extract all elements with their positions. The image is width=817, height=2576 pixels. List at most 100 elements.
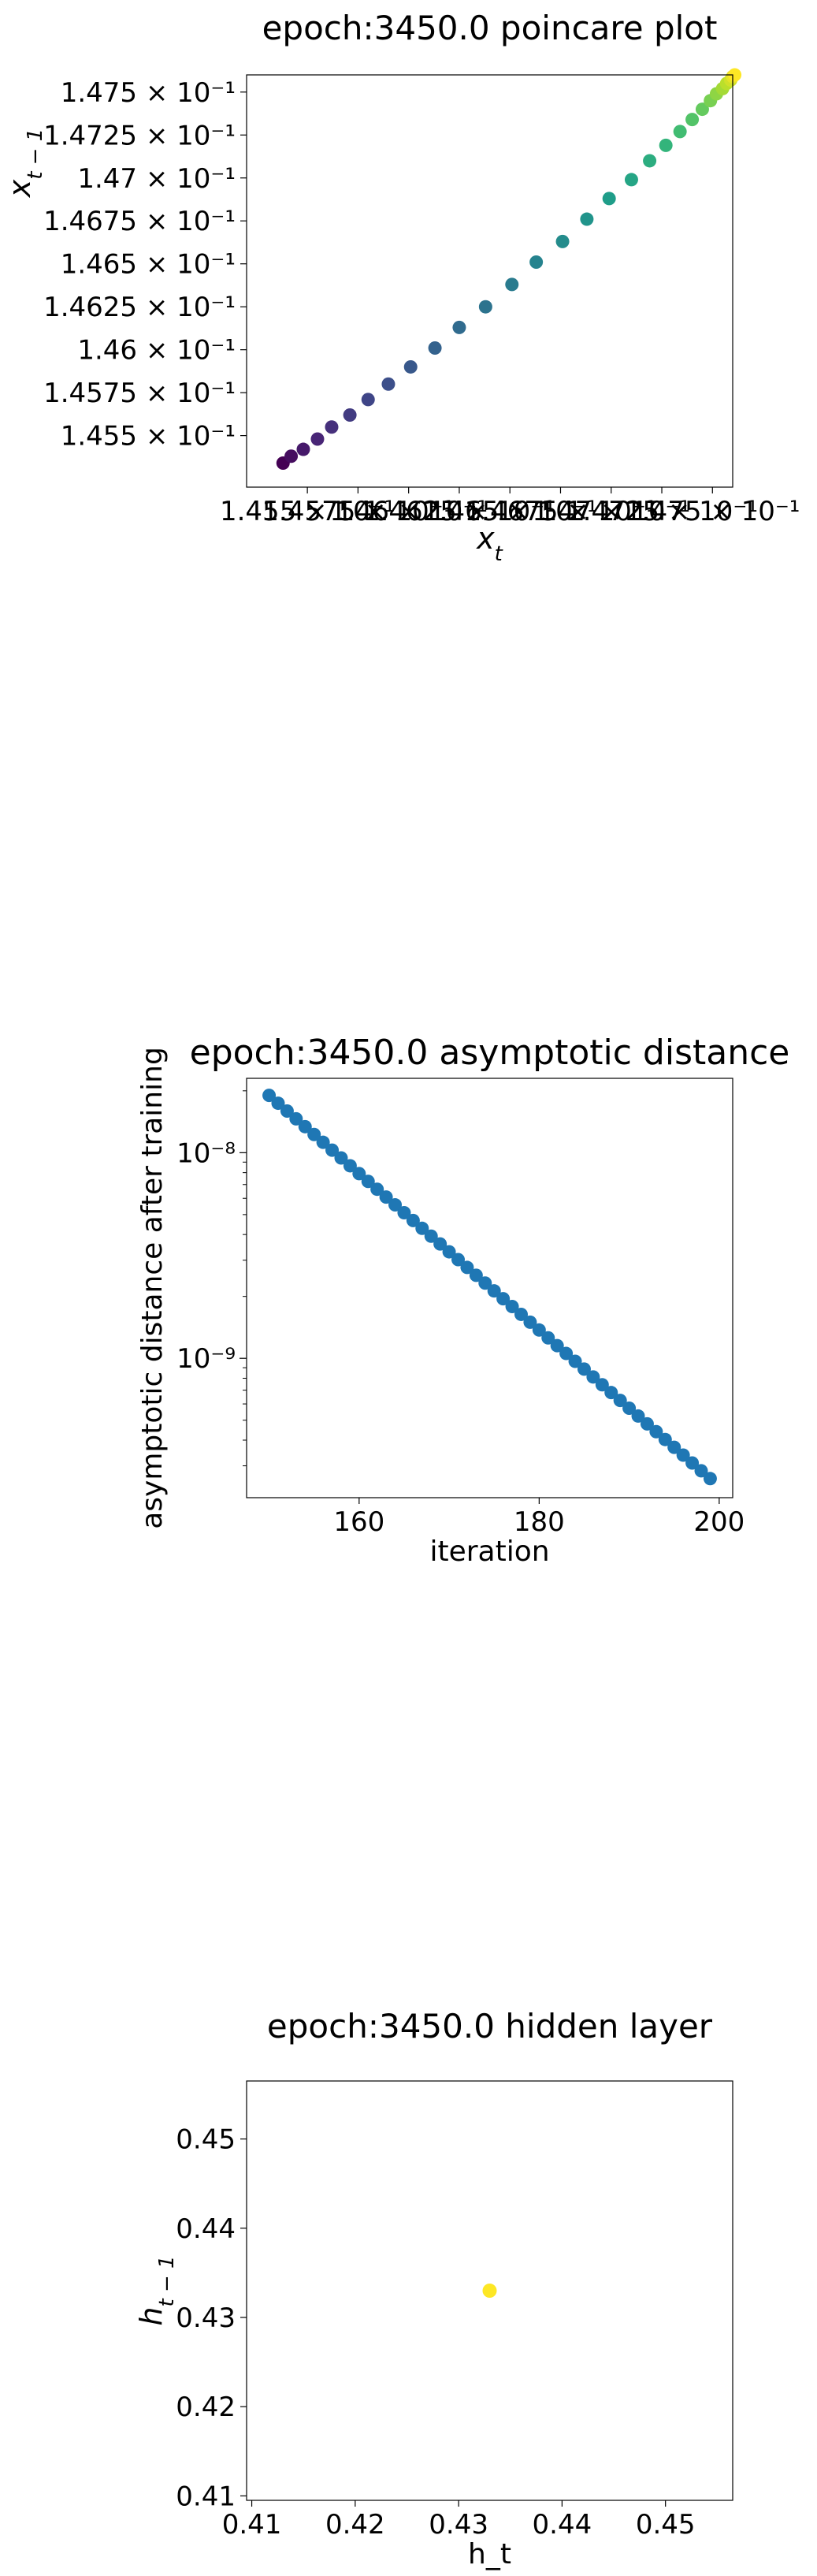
y-tick-label: 10⁻⁸ [176,1137,236,1169]
y-tick-label: 10⁻⁹ [176,1343,236,1375]
chart-title: epoch:3450.0 asymptotic distance [190,1033,790,1073]
data-point [624,173,638,187]
data-point [325,420,339,434]
data-point [310,432,325,446]
y-axis-label: asymptotic distance after training [136,1047,169,1529]
data-point [631,1409,645,1423]
data-point [424,1229,438,1243]
x-tick-label: 0.43 [429,2509,488,2541]
chart-title: epoch:3450.0 poincare plot [262,9,718,47]
data-point [388,1198,403,1212]
data-point [613,1394,627,1408]
y-axis-label: ht − 1 [134,2255,179,2325]
chart-title: epoch:3450.0 hidden layer [267,2007,713,2046]
x-tick-label: 1.465 × 10⁻¹ [422,496,597,527]
y-tick-label: 1.4725 × 10⁻¹ [43,120,236,151]
data-point [685,1456,700,1470]
data-point [307,1127,321,1141]
y-tick-label: 1.4675 × 10⁻¹ [43,206,236,237]
data-point [505,1300,519,1314]
data-point [316,1135,330,1149]
data-point [289,1111,303,1126]
data-point [595,1378,609,1392]
data-point [659,138,673,152]
chart-asymptotic-distance: epoch:3450.0 asymptotic distance 160 180 20… [136,1033,789,1568]
data-point [541,1331,555,1345]
x-tick-label: 1.4675 × 10⁻¹ [465,496,657,527]
data-point [728,68,742,82]
x-axis-label: xt [476,521,503,566]
data-point [514,1307,528,1321]
data-point [352,1167,366,1181]
x-tick-label: 1.47 × 10⁻¹ [532,496,690,527]
plot-frame [246,2080,733,2501]
data-point [469,1268,483,1282]
data-point [415,1221,429,1235]
y-tick-label: 1.4625 × 10⁻¹ [43,292,236,323]
x-axis-label: h_t [468,2538,511,2570]
y-tick-label: 0.44 [176,2213,236,2245]
data-point [676,1448,690,1462]
data-point [703,1472,717,1486]
plot-frame [246,1078,733,1498]
data-point [343,1159,357,1173]
data-point [397,1205,411,1219]
data-point [280,1104,294,1118]
data-point [673,125,687,139]
plot-frame [246,74,733,488]
data-point [482,2284,497,2298]
data-point [496,1292,511,1306]
data-point [622,1402,637,1416]
x-tick-label: 160 [333,1506,384,1538]
x-tick-label: 1.455 × 10⁻¹ [220,496,395,527]
data-point [379,1190,393,1204]
y-tick-label: 1.465 × 10⁻¹ [61,249,236,281]
data-point [428,341,442,355]
x-tick-label: 0.44 [533,2509,592,2541]
x-tick-label: 200 [693,1506,745,1538]
data-point [343,408,357,422]
data-point [433,1237,447,1251]
data-point [325,1143,340,1157]
data-point [296,442,310,456]
data-point [487,1284,501,1298]
data-point [586,1370,600,1384]
data-point [604,1386,618,1400]
data-point [361,1174,375,1189]
y-tick-label: 0.42 [176,2392,236,2423]
data-point [460,1260,474,1275]
x-tick-label: 0.41 [222,2509,282,2541]
data-point [451,1253,466,1267]
data-point [298,1119,312,1134]
data-point [685,113,700,127]
y-tick-label: 0.41 [176,2481,236,2512]
data-point [334,1151,348,1165]
x-tick-label: 1.46 × 10⁻¹ [329,496,488,527]
data-point [568,1354,582,1368]
data-point [370,1182,384,1197]
y-tick-label: 1.455 × 10⁻¹ [61,421,236,452]
data-point [658,1432,672,1446]
y-tick-label: 1.475 × 10⁻¹ [61,77,236,109]
y-tick-label: 0.43 [176,2302,236,2334]
data-point [406,1213,420,1227]
data-point [577,1362,591,1376]
y-axis-label: xt − 1 [2,128,47,199]
x-tick-label: 1.4575 × 10⁻¹ [262,496,454,527]
data-point [694,1464,708,1478]
data-point [667,1440,681,1454]
data-point [695,102,709,117]
data-point [529,255,544,270]
data-point [478,300,492,314]
data-point [550,1338,564,1353]
y-tick-label: 0.45 [176,2124,236,2156]
x-tick-label: 1.475 × 10⁻¹ [625,496,800,527]
data-point [452,320,466,334]
x-tick-label: 0.42 [325,2509,385,2541]
y-tick-label: 1.4575 × 10⁻¹ [43,378,236,409]
data-point [381,377,396,391]
y-tick-label: 1.46 × 10⁻¹ [77,335,236,367]
data-point [559,1346,574,1361]
